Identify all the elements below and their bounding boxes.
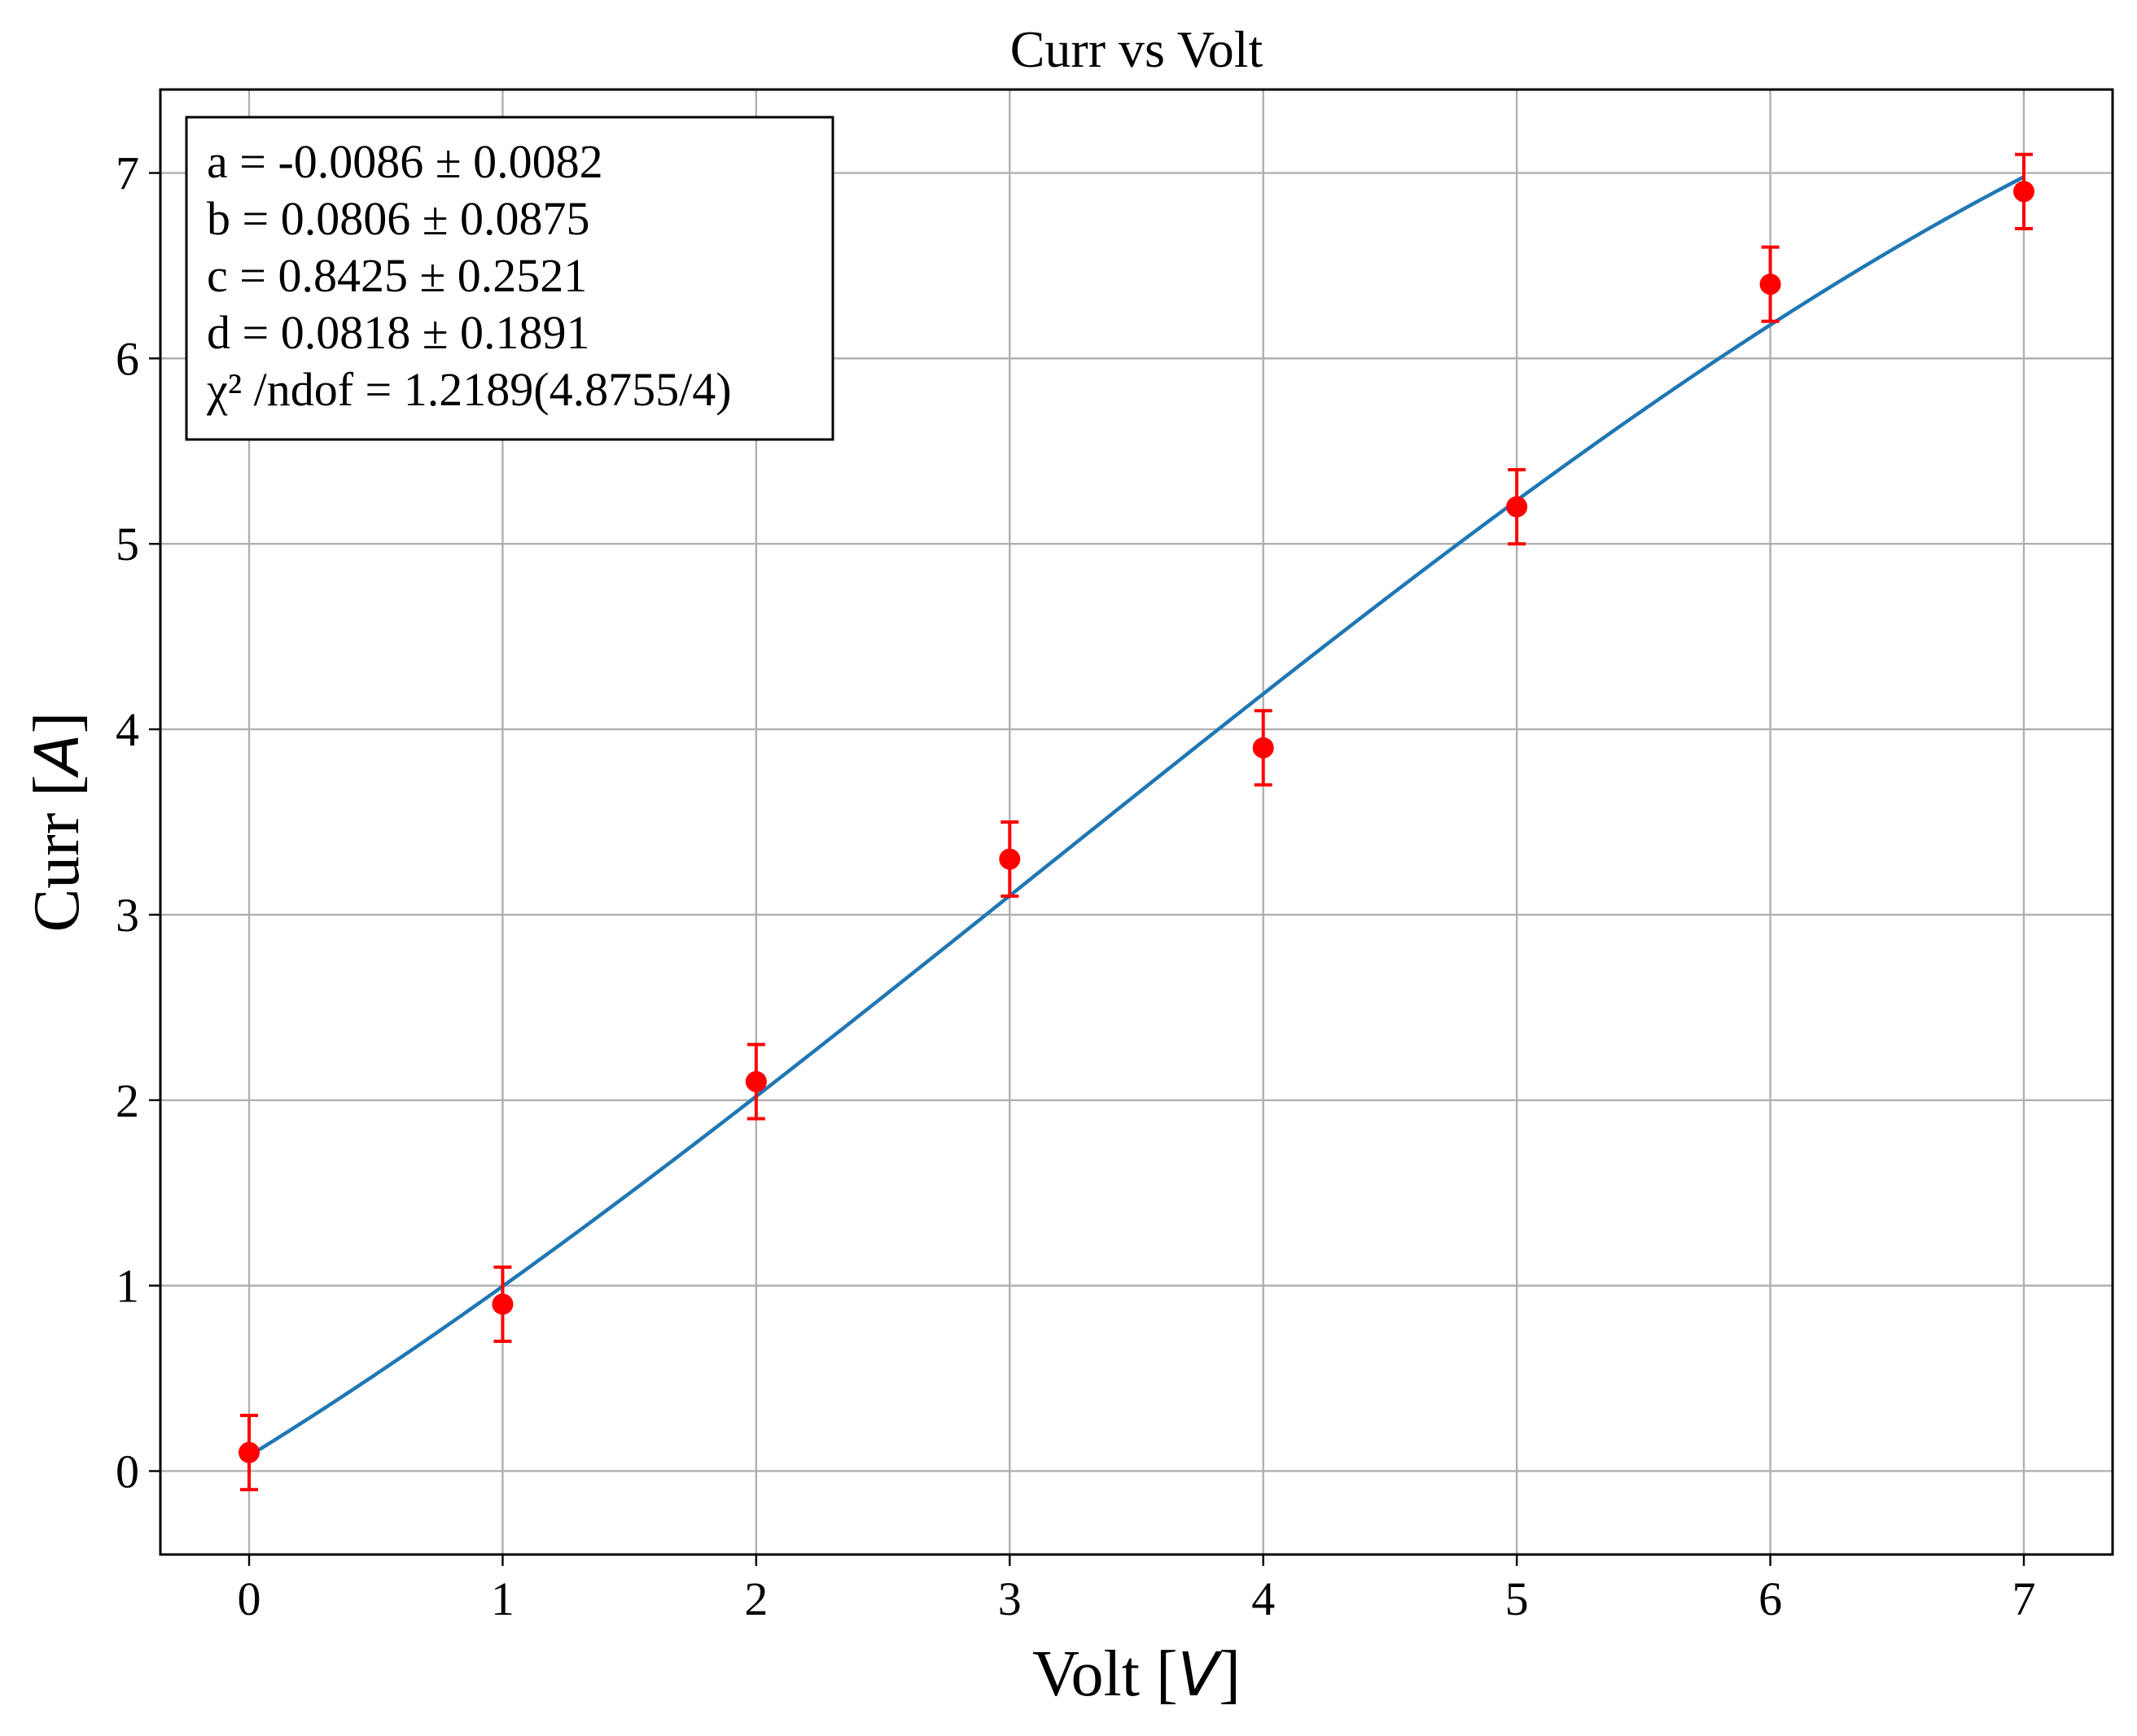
data-point: [745, 1043, 767, 1121]
chart-title: Curr vs Volt: [1010, 20, 1263, 78]
data-points-layer: [239, 152, 2034, 1492]
data-point: [1759, 245, 1781, 323]
fit-result-line: c = 0.8425 ± 0.2521: [207, 249, 587, 302]
x-tick-label: 1: [491, 1572, 515, 1625]
x-axis-ticks: 0 1 2 3 4 5 6 7: [238, 1555, 2036, 1625]
x-tick-label: 2: [744, 1572, 768, 1625]
x-tick-label: 3: [998, 1572, 1022, 1625]
fit-results-box: a = -0.0086 ± 0.0082 b = 0.0806 ± 0.0875…: [185, 116, 834, 441]
data-point: [1252, 709, 1274, 787]
data-marker: [999, 848, 1021, 870]
data-point: [999, 820, 1021, 899]
x-axis-label: Volt [V]: [1032, 1638, 1241, 1710]
y-tick-label: 5: [116, 518, 139, 571]
data-point: [2013, 152, 2034, 230]
fit-result-line: d = 0.0818 ± 0.1891: [207, 306, 590, 359]
data-marker: [239, 1441, 260, 1463]
data-point: [239, 1414, 260, 1492]
y-axis-label: Curr [A]: [21, 712, 93, 933]
fit-curve-layer: [247, 175, 2025, 1458]
data-marker: [492, 1293, 514, 1315]
data-point: [1506, 468, 1528, 546]
y-tick-label: 3: [116, 889, 139, 942]
data-marker: [1252, 737, 1274, 759]
data-marker: [1506, 496, 1528, 518]
data-point: [492, 1265, 514, 1343]
y-tick-label: 7: [116, 147, 139, 200]
y-tick-label: 4: [116, 703, 139, 756]
y-tick-label: 6: [116, 332, 139, 385]
x-tick-label: 0: [238, 1572, 261, 1625]
data-marker: [1759, 273, 1781, 295]
x-tick-label: 7: [2012, 1572, 2036, 1625]
fit-result-line: b = 0.0806 ± 0.0875: [207, 192, 590, 245]
x-tick-label: 4: [1251, 1572, 1275, 1625]
data-marker: [745, 1070, 767, 1092]
y-tick-label: 1: [116, 1260, 139, 1313]
data-marker: [2013, 181, 2034, 203]
grid: [160, 90, 2113, 1555]
fit-curve-line: [247, 175, 2025, 1458]
fit-results-frame: [185, 116, 834, 441]
x-tick-label: 5: [1505, 1572, 1529, 1625]
y-tick-label: 0: [116, 1445, 139, 1498]
fit-result-line: χ² /ndof = 1.2189(4.8755/4): [206, 363, 732, 416]
fit-result-line: a = -0.0086 ± 0.0082: [207, 135, 603, 188]
plot-frame: [159, 88, 2114, 1556]
x-tick-label: 6: [1758, 1572, 1782, 1625]
y-tick-label: 2: [116, 1074, 139, 1127]
y-axis-ticks: 0 1 2 3 4 5 6 7: [116, 147, 160, 1498]
